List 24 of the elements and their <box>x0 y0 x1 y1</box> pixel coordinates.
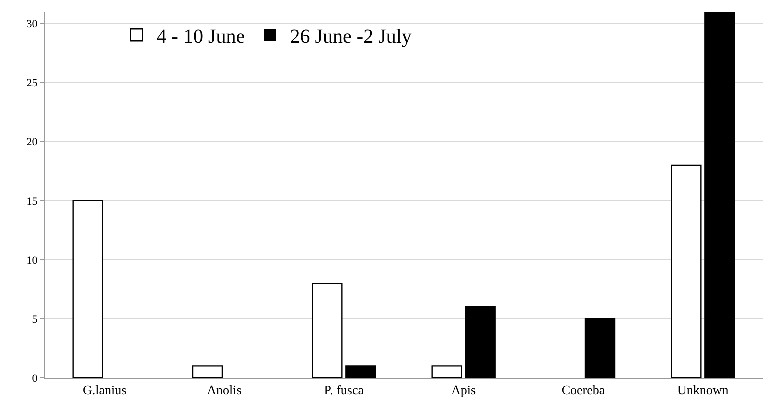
bar <box>584 318 616 378</box>
bar <box>192 366 224 378</box>
y-tick-label: 15 <box>26 196 38 208</box>
bar <box>432 366 462 378</box>
x-tick-label: Unknown <box>678 382 730 398</box>
y-tick-label: 10 <box>26 254 38 267</box>
y-tick-label: 30 <box>26 18 38 31</box>
y-tick-label: 20 <box>26 136 38 149</box>
bar <box>312 282 343 378</box>
bar <box>346 366 376 378</box>
bar <box>72 200 104 378</box>
y-tick-label: 25 <box>26 78 38 90</box>
bar <box>671 164 702 378</box>
x-tick-label: Apis <box>452 382 476 398</box>
y-tick-label: 0 <box>32 372 38 385</box>
x-tick-label: Coereba <box>562 382 606 398</box>
legend-label: 4 - 10 June <box>156 26 246 48</box>
y-tick-label: 5 <box>32 314 38 326</box>
x-tick-label: P. fusca <box>324 382 364 398</box>
x-tick-label: G.lanius <box>82 382 127 398</box>
bar <box>465 306 496 378</box>
legend-label: 26 June -2 July <box>290 26 412 48</box>
x-tick-label: Anolis <box>207 382 242 398</box>
bar <box>704 12 736 378</box>
